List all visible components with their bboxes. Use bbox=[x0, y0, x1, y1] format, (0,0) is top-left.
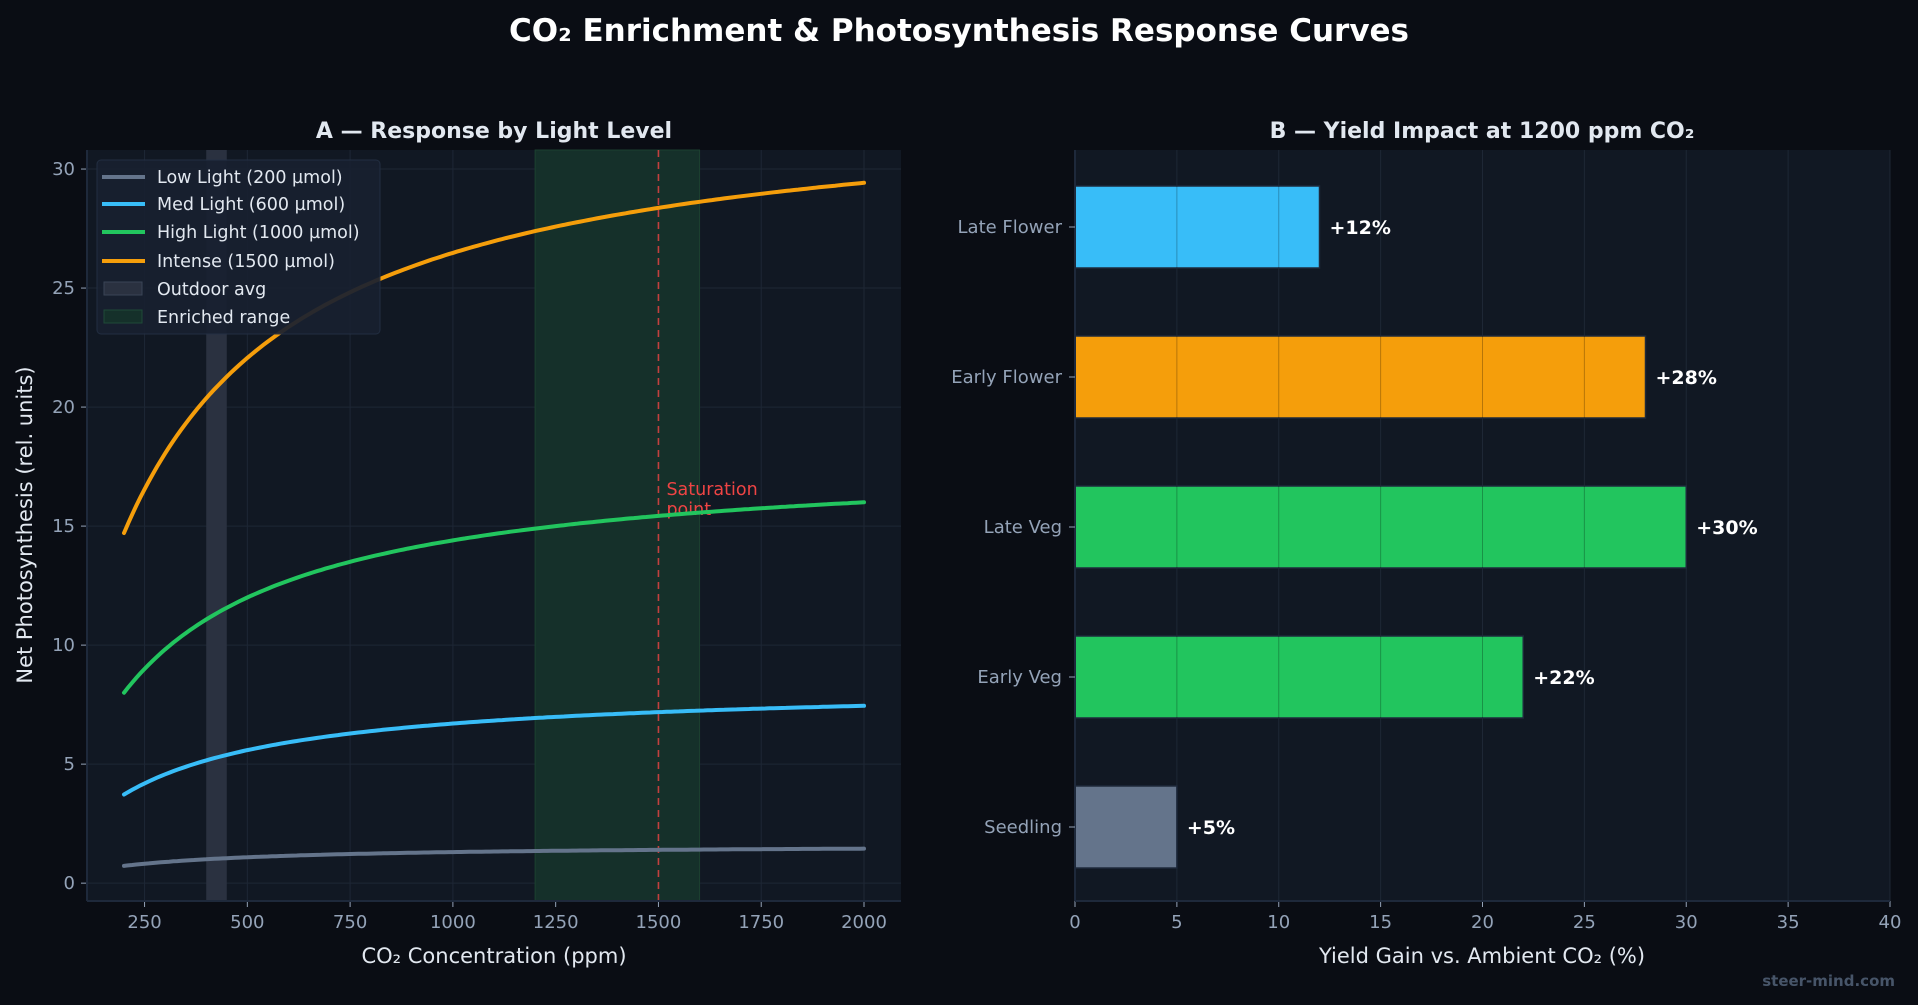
legend-label: Outdoor avg bbox=[157, 280, 266, 300]
legend-label: High Light (1000 µmol) bbox=[157, 223, 360, 243]
legend-swatch bbox=[103, 309, 143, 324]
x-tick-label: 5 bbox=[1171, 912, 1182, 933]
y-tick-label: Late Flower bbox=[958, 217, 1063, 238]
x-tick-label: 30 bbox=[1675, 912, 1698, 933]
y-tick-label: Late Veg bbox=[984, 517, 1062, 538]
panel-a-ylabel: Net Photosynthesis (rel. units) bbox=[13, 366, 37, 683]
y-tick-label: Seedling bbox=[984, 817, 1062, 838]
y-tick-label: 25 bbox=[52, 278, 75, 299]
saturation-label: Saturation bbox=[666, 480, 757, 500]
panel-a-title: A — Response by Light Level bbox=[316, 119, 672, 144]
bar-data-label: +30% bbox=[1696, 517, 1757, 539]
x-tick-label: 500 bbox=[230, 912, 264, 933]
outdoor-avg-span bbox=[206, 150, 227, 901]
bar-late-veg bbox=[1074, 485, 1687, 569]
x-tick-label: 250 bbox=[127, 912, 161, 933]
saturation-label: point bbox=[666, 500, 711, 520]
x-tick-label: 25 bbox=[1573, 912, 1596, 933]
series-line-2 bbox=[122, 500, 866, 695]
figure-title: CO₂ Enrichment & Photosynthesis Response… bbox=[509, 13, 1409, 49]
series-line-0 bbox=[122, 846, 866, 868]
legend-label: Enriched range bbox=[157, 308, 290, 328]
panel-b-xlabel: Yield Gain vs. Ambient CO₂ (%) bbox=[1318, 944, 1645, 968]
panel-b-title: B — Yield Impact at 1200 ppm CO₂ bbox=[1270, 119, 1695, 144]
x-tick-label: 1500 bbox=[636, 912, 682, 933]
bar-early-flower bbox=[1074, 335, 1647, 419]
x-tick-label: 1250 bbox=[533, 912, 579, 933]
panel-b: +5% +22% +30% +28% +12% 0 5 10 15 20 25 30 35 40 Seed… bbox=[951, 119, 1901, 968]
bar-data-label: +5% bbox=[1187, 817, 1235, 839]
legend-label: Intense (1500 µmol) bbox=[157, 252, 335, 272]
x-tick-label: 40 bbox=[1879, 912, 1902, 933]
x-tick-label: 10 bbox=[1267, 912, 1290, 933]
y-tick-label: 15 bbox=[52, 516, 75, 537]
bar-data-label: +22% bbox=[1533, 667, 1594, 689]
x-tick-label: 20 bbox=[1471, 912, 1494, 933]
bar-data-label: +28% bbox=[1656, 367, 1717, 389]
x-tick-label: 1000 bbox=[430, 912, 476, 933]
x-tick-label: 35 bbox=[1777, 912, 1800, 933]
y-tick-label: Early Flower bbox=[951, 367, 1062, 388]
y-tick-label: 20 bbox=[52, 397, 75, 418]
y-tick-label: 0 bbox=[64, 873, 75, 894]
series-line-3 bbox=[122, 180, 866, 535]
y-tick-label: 5 bbox=[64, 754, 75, 775]
series-line-1 bbox=[122, 703, 866, 797]
watermark: steer-mind.com bbox=[1762, 972, 1895, 990]
legend-label: Low Light (200 µmol) bbox=[157, 168, 343, 188]
panel-a-xlabel: CO₂ Concentration (ppm) bbox=[361, 944, 626, 968]
bar-seedling bbox=[1074, 785, 1178, 869]
x-tick-label: 750 bbox=[333, 912, 367, 933]
legend-label: Med Light (600 µmol) bbox=[157, 195, 345, 215]
y-tick-label: 10 bbox=[52, 635, 75, 656]
legend-swatch bbox=[103, 281, 143, 296]
y-tick-label: Early Veg bbox=[977, 667, 1062, 688]
x-tick-label: 1750 bbox=[738, 912, 784, 933]
bar-late-flower bbox=[1074, 185, 1321, 269]
x-tick-label: 15 bbox=[1369, 912, 1392, 933]
bar-early-veg bbox=[1074, 635, 1524, 719]
y-tick-label: 30 bbox=[52, 159, 75, 180]
bar-data-label: +12% bbox=[1330, 217, 1391, 239]
x-tick-label: 0 bbox=[1069, 912, 1080, 933]
legend-box bbox=[96, 159, 381, 335]
legend: Low Light (200 µmol) Med Light (600 µmol)… bbox=[96, 159, 381, 335]
x-tick-label: 2000 bbox=[841, 912, 887, 933]
